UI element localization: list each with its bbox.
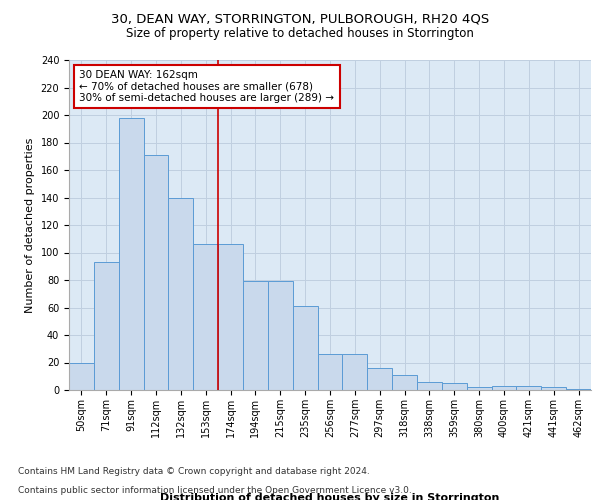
Bar: [143, 155, 169, 390]
X-axis label: Distribution of detached houses by size in Storrington: Distribution of detached houses by size …: [160, 492, 500, 500]
Bar: [317, 354, 343, 390]
Bar: [193, 244, 218, 390]
Bar: [491, 386, 517, 390]
Bar: [293, 306, 317, 390]
Text: 30, DEAN WAY, STORRINGTON, PULBOROUGH, RH20 4QS: 30, DEAN WAY, STORRINGTON, PULBOROUGH, R…: [111, 12, 489, 26]
Bar: [541, 387, 566, 390]
Bar: [442, 383, 467, 390]
Bar: [392, 375, 417, 390]
Bar: [119, 118, 143, 390]
Bar: [417, 382, 442, 390]
Text: Contains public sector information licensed under the Open Government Licence v3: Contains public sector information licen…: [18, 486, 412, 495]
Bar: [243, 282, 268, 390]
Bar: [69, 362, 94, 390]
Text: Contains HM Land Registry data © Crown copyright and database right 2024.: Contains HM Land Registry data © Crown c…: [18, 467, 370, 476]
Text: 30 DEAN WAY: 162sqm
← 70% of detached houses are smaller (678)
30% of semi-detac: 30 DEAN WAY: 162sqm ← 70% of detached ho…: [79, 70, 334, 103]
Bar: [218, 244, 243, 390]
Bar: [169, 198, 193, 390]
Bar: [566, 388, 591, 390]
Bar: [343, 354, 367, 390]
Text: Size of property relative to detached houses in Storrington: Size of property relative to detached ho…: [126, 28, 474, 40]
Bar: [467, 387, 491, 390]
Bar: [367, 368, 392, 390]
Bar: [94, 262, 119, 390]
Bar: [517, 386, 541, 390]
Bar: [268, 282, 293, 390]
Y-axis label: Number of detached properties: Number of detached properties: [25, 138, 35, 312]
